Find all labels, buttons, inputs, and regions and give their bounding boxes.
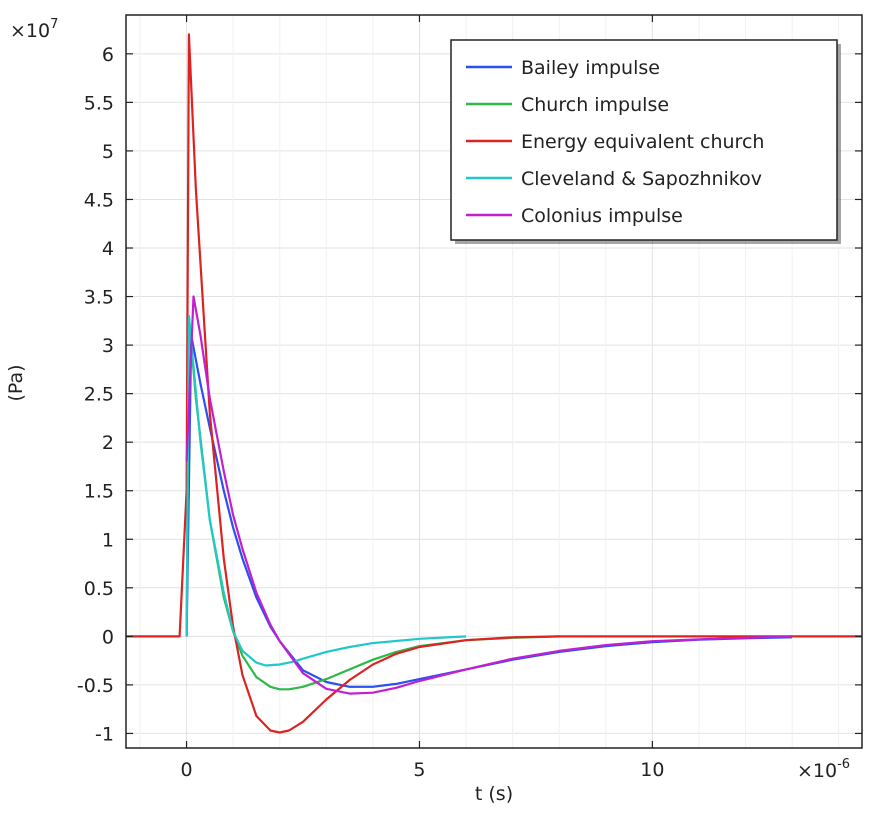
legend: Bailey impulse Church impulse Energy equiv… <box>450 39 841 244</box>
plot-frame <box>125 14 863 749</box>
y-tick-label: 2 <box>102 432 114 454</box>
y-tick-label: 1.5 <box>84 481 114 503</box>
y-tick-label: 3.5 <box>84 287 114 309</box>
legend-label-0: Bailey impulse <box>521 57 660 79</box>
y-multiplier: ×107 <box>10 17 58 42</box>
legend-box <box>450 39 838 241</box>
legend-items: Bailey impulse Church impulse Energy equiv… <box>466 57 764 227</box>
series-line-3 <box>185 314 467 667</box>
y-tick-label: 0.5 <box>84 578 114 600</box>
legend-label-2: Energy equivalent church <box>521 131 764 153</box>
axis-ticks: -1 -0.5 0 0.5 1 1.5 2 2.5 3 3.5 4 4.5 5 5.5 6 0 5 10 <box>77 15 862 781</box>
y-tick-label: 4.5 <box>84 189 114 211</box>
y-tick-label: 4 <box>102 238 114 260</box>
series-line-2 <box>126 33 862 734</box>
y-tick-label: 5.5 <box>84 92 114 114</box>
y-tick-label: 6 <box>102 44 114 66</box>
x-tick-label: 5 <box>413 759 425 781</box>
legend-label-1: Church impulse <box>521 94 669 116</box>
series-line-4 <box>185 295 793 695</box>
legend-label-4: Colonius impulse <box>521 205 683 227</box>
y-tick-label: 0 <box>102 626 114 648</box>
y-tick-label: -1 <box>95 723 114 745</box>
x-tick-label: 0 <box>181 759 193 781</box>
y-axis-title: (Pa) <box>5 364 27 401</box>
x-tick-label: 10 <box>640 759 664 781</box>
x-axis-title: t (s) <box>475 783 513 805</box>
y-tick-label: -0.5 <box>77 675 114 697</box>
x-multiplier: ×10-6 <box>797 757 850 782</box>
y-tick-label: 2.5 <box>84 384 114 406</box>
y-tick-label: 5 <box>102 141 114 163</box>
legend-label-3: Cleveland & Sapozhnikov <box>521 168 762 190</box>
series-lines <box>126 33 862 734</box>
y-tick-label: 3 <box>102 335 114 357</box>
y-tick-label: 1 <box>102 529 114 551</box>
